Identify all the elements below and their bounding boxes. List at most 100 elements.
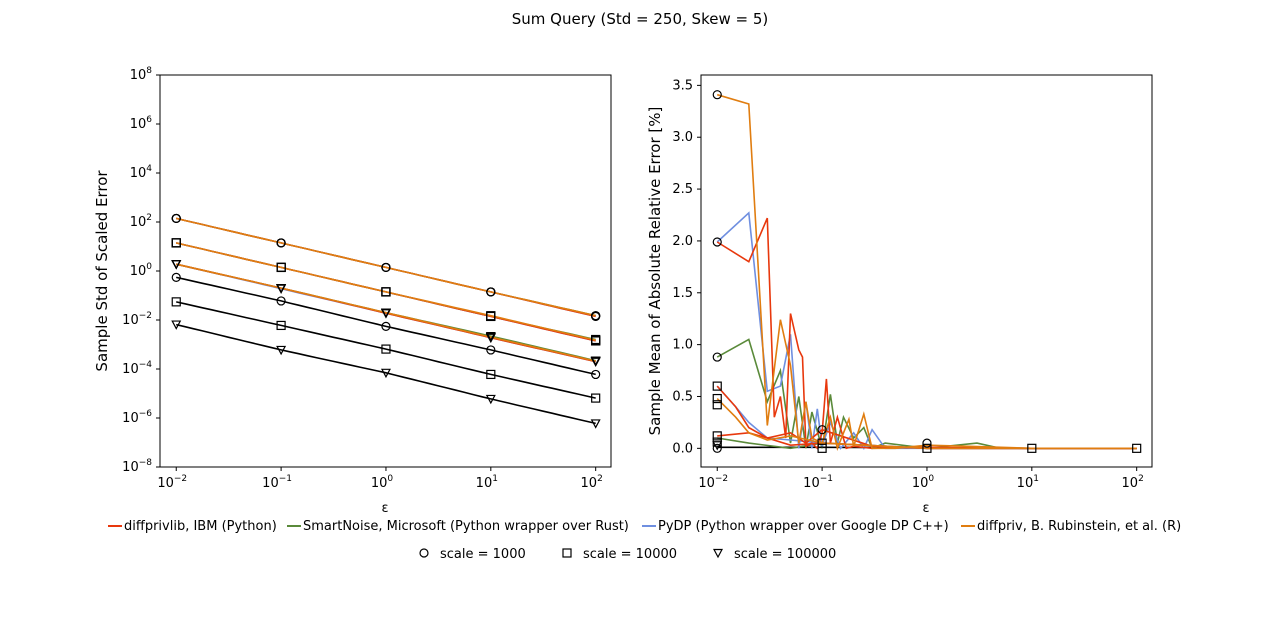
- data-point-baseline-circle: [486, 345, 496, 355]
- series-line-smartnoise-1: [716, 338, 1137, 450]
- data-point-baseline-triangle: [712, 441, 723, 451]
- series-line-diffpriv-circle: [176, 217, 596, 317]
- legend-label-square: scale = 10000: [583, 547, 677, 562]
- data-point-diffpriv-square: [381, 287, 391, 297]
- data-point-diffpriv-square: [712, 393, 722, 404]
- data-point-diffprivlib-square: [712, 400, 722, 410]
- right-y-tick-label: 1.5: [672, 286, 693, 301]
- legend-label-smartnoise: SmartNoise, Microsoft (Python wrapper ov…: [303, 519, 629, 534]
- series-line-diffpriv-square: [176, 242, 596, 341]
- data-point-baseline-triangle: [485, 394, 496, 405]
- series-line-baseline-square: [176, 301, 596, 399]
- right-y-tick-label: 2.5: [672, 182, 693, 197]
- series-line-baseline-triangle: [176, 323, 596, 425]
- data-point-baseline-circle: [171, 272, 181, 282]
- right-x-tick-label: 102: [1122, 474, 1144, 491]
- right-y-tick-label: 0.0: [672, 441, 693, 456]
- data-point-baseline-square: [171, 297, 181, 307]
- left-y-tick-label: 10−8: [122, 458, 152, 475]
- right-x-axis-label: ε: [922, 501, 929, 516]
- right-x-tick-label: 10−1: [803, 474, 833, 491]
- left-x-tick-label: 101: [476, 474, 498, 491]
- data-point-baseline-circle: [381, 321, 391, 331]
- figure-title: Sum Query (Std = 250, Skew = 5): [512, 10, 768, 28]
- data-point-diffpriv-circle: [276, 238, 286, 248]
- left-y-tick-label: 104: [130, 164, 153, 181]
- left-x-tick-label: 100: [371, 474, 394, 491]
- data-point-diffpriv-triangle: [590, 357, 601, 367]
- data-point-baseline-square: [1132, 443, 1142, 453]
- legend-marker-circle: [419, 548, 429, 558]
- series-line-baseline-circle: [176, 276, 596, 376]
- data-point-diffpriv-triangle: [485, 333, 496, 343]
- data-point-diffpriv-square: [276, 262, 286, 273]
- right-x-tick-label: 10−2: [698, 474, 728, 491]
- data-point-baseline-triangle: [590, 419, 601, 429]
- legend: diffprivlib, IBM (Python) SmartNoise, Mic…: [108, 519, 1181, 562]
- right-y-tick-label: 2.0: [672, 234, 693, 249]
- legend-marker-triangle: [713, 548, 723, 559]
- data-point-diffpriv-square: [171, 238, 181, 248]
- legend-label-circle: scale = 1000: [440, 547, 526, 562]
- left-x-tick-label: 102: [581, 474, 603, 491]
- data-point-diffpriv-circle: [817, 425, 827, 435]
- right-chart: 10−2 10−1 100 101 102 0.0 0.5 1.0 1.5 2.0 2.5 3.0 3.…: [646, 74, 1153, 516]
- right-y-tick-label: 3.0: [672, 130, 693, 145]
- data-point-baseline-circle: [712, 443, 722, 453]
- data-point-diffpriv-circle: [171, 213, 181, 224]
- data-point-diffpriv-triangle: [380, 308, 391, 318]
- data-point-diffpriv-square: [486, 311, 496, 321]
- left-chart: 10−2 10−1 100 101 102 10−8 10−6 10−4 10−2 100 102 1…: [93, 66, 612, 516]
- data-point-pydp-square: [817, 438, 827, 448]
- data-point-baseline-triangle: [171, 320, 182, 330]
- data-point-baseline-square: [276, 320, 286, 331]
- data-point-diffprivlib-circle: [712, 237, 722, 247]
- data-point-diffpriv-circle: [591, 311, 601, 321]
- right-x-tick-label: 101: [1017, 474, 1039, 491]
- data-point-diffpriv-circle: [381, 262, 391, 273]
- left-y-tick-label: 10−2: [122, 311, 152, 328]
- left-y-tick-label: 100: [130, 262, 153, 279]
- legend-label-diffprivlib: diffprivlib, IBM (Python): [124, 519, 277, 534]
- data-point-diffprivlib-square: [712, 431, 722, 441]
- series-line-diffprivlib-5: [716, 217, 1137, 450]
- data-point-diffpriv-circle: [712, 90, 722, 100]
- data-point-baseline-square: [1027, 443, 1037, 453]
- data-point-diffpriv-triangle: [276, 284, 287, 294]
- data-point-baseline-triangle: [276, 345, 287, 356]
- data-point-baseline-square: [381, 344, 391, 354]
- data-point-baseline-square: [591, 393, 601, 403]
- data-point-pydp-square: [712, 381, 722, 391]
- data-point-baseline-square: [817, 443, 827, 453]
- series-line-pydp-3: [716, 211, 1137, 450]
- left-x-tick-label: 10−2: [157, 474, 187, 491]
- data-point-diffpriv-circle: [486, 287, 496, 297]
- left-y-tick-label: 10−6: [122, 409, 152, 426]
- legend-marker-square: [562, 548, 572, 558]
- left-y-axis-label: Sample Std of Scaled Error: [93, 170, 111, 372]
- legend-label-diffpriv: diffpriv, B. Rubinstein, et al. (R): [977, 519, 1181, 534]
- data-point-diffpriv-circle: [922, 438, 932, 448]
- right-y-tick-label: 3.5: [672, 78, 693, 93]
- left-y-tick-label: 102: [130, 213, 152, 230]
- right-x-tick-label: 100: [912, 474, 935, 491]
- left-y-tick-label: 108: [130, 66, 153, 83]
- data-point-diffpriv-triangle: [171, 260, 182, 270]
- series-line-diffpriv-9: [716, 398, 1137, 450]
- series-line-diffpriv-8: [716, 93, 1137, 452]
- right-y-axis-label: Sample Mean of Absolute Relative Error […: [646, 107, 664, 436]
- data-point-baseline-square: [486, 369, 496, 380]
- left-x-tick-label: 10−1: [262, 474, 292, 491]
- data-point-baseline-triangle: [380, 368, 391, 379]
- legend-label-triangle: scale = 100000: [734, 547, 836, 562]
- right-y-tick-label: 1.0: [672, 338, 693, 353]
- data-point-diffpriv-square: [591, 335, 601, 345]
- legend-label-pydp: PyDP (Python wrapper over Google DP C++): [658, 519, 949, 534]
- left-y-tick-label: 106: [130, 115, 153, 132]
- right-y-tick-label: 0.5: [672, 389, 693, 404]
- series-line-diffpriv-triangle: [176, 263, 596, 362]
- data-point-baseline-square: [922, 443, 932, 453]
- left-y-tick-label: 10−4: [122, 360, 152, 377]
- data-point-baseline-circle: [591, 369, 601, 380]
